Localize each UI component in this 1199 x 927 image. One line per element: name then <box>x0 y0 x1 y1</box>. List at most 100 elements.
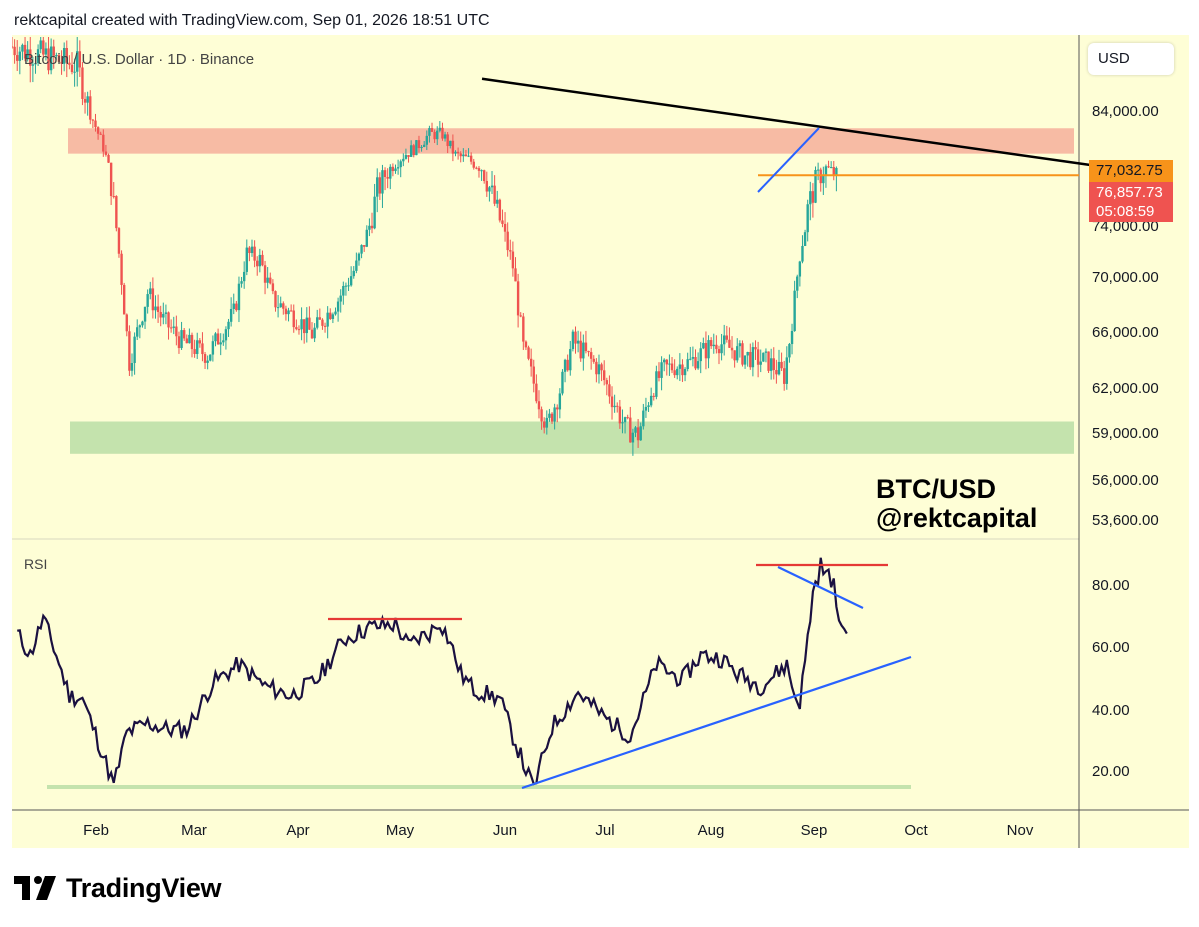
candle-body <box>639 426 642 441</box>
candle-body <box>454 151 457 154</box>
candle-body <box>529 358 533 367</box>
candle-body <box>78 51 82 68</box>
candle-body <box>574 331 577 344</box>
candle-body <box>232 303 235 309</box>
price-axis-label: 56,000.00 <box>1092 472 1159 489</box>
candle-body <box>282 303 285 309</box>
candle-body <box>31 64 35 66</box>
candle-body <box>542 421 546 428</box>
candle-body <box>34 63 37 65</box>
candle-body <box>151 288 155 311</box>
candle-body <box>780 361 783 369</box>
candle-body <box>759 361 762 365</box>
candle-body <box>496 199 499 204</box>
candle-body <box>602 370 606 381</box>
candle-body <box>302 319 306 334</box>
candle-body <box>498 199 502 221</box>
candle-body <box>636 427 640 441</box>
price-axis-label: 66,000.00 <box>1092 324 1159 341</box>
candle-body <box>472 161 475 168</box>
symbol-label[interactable]: Bitcoin / U.S. Dollar · 1D · Binance <box>24 51 255 68</box>
candle-body <box>198 340 202 344</box>
candle-body <box>527 347 530 359</box>
rsi-axis-label: 40.00 <box>1092 702 1130 719</box>
candle-body <box>248 247 251 254</box>
candle-body <box>83 98 87 103</box>
chart-frame: Bitcoin / U.S. Dollar · 1D · Binance RSI… <box>12 35 1189 848</box>
watermark-author: @rektcapital <box>876 503 1038 533</box>
rsi-line <box>17 557 848 786</box>
candle-body <box>827 166 830 168</box>
candle-body <box>96 127 100 134</box>
candle-body <box>803 232 807 246</box>
candle-body <box>55 55 58 57</box>
candle-body <box>227 321 230 330</box>
candle-body <box>21 44 24 52</box>
candle-body <box>425 135 428 145</box>
candle-body <box>556 407 559 410</box>
candle-body <box>245 247 248 272</box>
last-price-tag: 76,857.73 05:08:59 <box>1089 182 1173 222</box>
candle-body <box>342 286 345 296</box>
candle-body <box>634 427 637 433</box>
candle-body <box>250 246 254 254</box>
candle-body <box>368 225 371 230</box>
candle-body <box>430 128 434 132</box>
candle-body <box>109 162 113 197</box>
candle-body <box>616 405 619 407</box>
candle-body <box>336 301 340 312</box>
candle-body <box>459 153 462 157</box>
candle-body <box>754 347 757 350</box>
tradingview-brand[interactable]: TradingView <box>14 872 222 904</box>
candle-body <box>769 358 773 371</box>
candle-body <box>287 310 290 315</box>
candle-body <box>443 134 447 139</box>
candle-body <box>65 48 68 63</box>
candle-body <box>689 358 692 360</box>
candle-body <box>665 359 669 365</box>
price-tag-upper: 77,032.75 <box>1089 160 1173 182</box>
candle-body <box>514 268 517 282</box>
candle-body <box>70 64 74 73</box>
candle-body <box>699 348 702 362</box>
candle-body <box>436 130 439 140</box>
candle-body <box>349 276 353 286</box>
support-zone <box>70 421 1074 454</box>
candle-body <box>154 306 157 311</box>
candle-body <box>376 177 379 197</box>
candle-body <box>60 61 63 64</box>
brand-name: TradingView <box>66 872 222 903</box>
candle-body <box>563 359 567 372</box>
candle-body <box>133 336 136 364</box>
candle-body <box>618 406 622 424</box>
time-axis-label: Jun <box>492 822 518 839</box>
candle-body <box>600 364 603 371</box>
candle-body <box>702 343 705 349</box>
candle-body <box>323 325 327 327</box>
currency-button[interactable]: USD <box>1088 43 1174 75</box>
candle-body <box>764 351 768 353</box>
candle-body <box>253 246 256 261</box>
candle-body <box>352 270 355 277</box>
rsi-indicator-label[interactable]: RSI <box>24 556 48 572</box>
chart-canvas[interactable] <box>12 35 1189 848</box>
candle-body <box>310 329 314 339</box>
price-blue-channel-line <box>757 127 820 193</box>
candle-body <box>68 62 71 65</box>
price-axis-label: 53,600.00 <box>1092 512 1159 529</box>
candle-body <box>683 369 687 376</box>
candle-body <box>626 417 629 419</box>
candle-body <box>540 409 543 422</box>
candle-body <box>274 291 277 308</box>
candle-body <box>767 351 770 371</box>
rsi-axis-label: 80.00 <box>1092 577 1130 594</box>
candle-body <box>676 368 679 376</box>
candle-body <box>736 346 739 361</box>
candle-body <box>94 120 97 128</box>
candle-body <box>284 308 288 315</box>
candle-body <box>130 363 134 371</box>
candle-body <box>642 410 645 427</box>
candle-body <box>790 330 794 345</box>
candle-body <box>107 154 110 163</box>
candle-body <box>587 351 590 353</box>
